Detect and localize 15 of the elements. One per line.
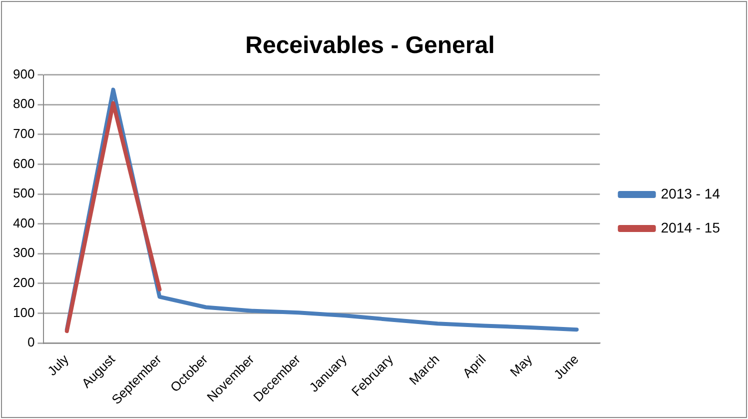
y-tick-label: 200 [12, 274, 35, 290]
legend-label: 2014 - 15 [660, 219, 720, 236]
y-tick-label: 500 [12, 186, 35, 201]
y-tick-label: 700 [12, 126, 35, 141]
y-tick-label: 900 [12, 66, 35, 82]
y-tick-label: 0 [27, 334, 35, 350]
x-tick-label: July [44, 351, 72, 379]
y-tick-label: 400 [12, 215, 35, 230]
y-tick-label: 300 [12, 245, 35, 260]
x-tick-label: May [507, 351, 536, 380]
y-tick-label: 800 [12, 96, 35, 112]
y-tick-label: 600 [12, 156, 35, 171]
legend-label: 2013 - 14 [660, 185, 720, 202]
y-tick-label: 100 [12, 304, 35, 320]
chart-title: Receivables - General [245, 32, 495, 60]
